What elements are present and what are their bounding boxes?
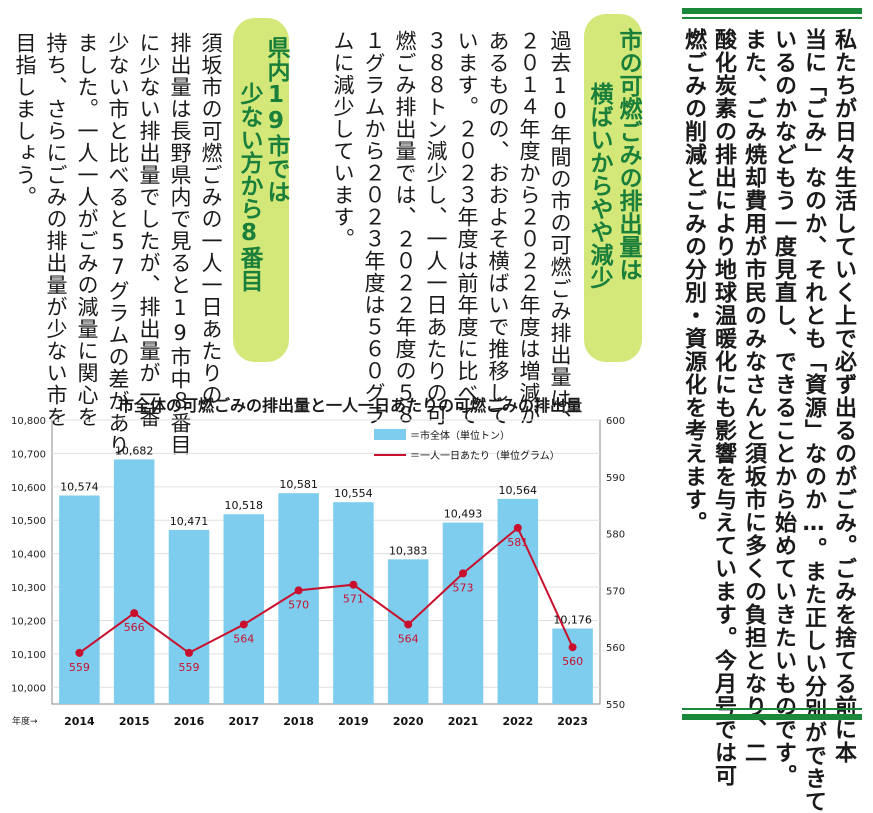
right-tick-label: 580: [606, 530, 625, 541]
section2-heading: 県内19市では 少ない方から8番目: [233, 18, 289, 362]
line-value-label: 559: [179, 661, 200, 674]
line-value-label: 560: [562, 655, 583, 668]
section2-body: 須坂市の可燃ごみの一人一日あたりの 排出量は長野県内で見ると19市中８番目 に少…: [13, 32, 223, 456]
line-point: [130, 609, 139, 618]
left-tick-label: 10,400: [11, 550, 46, 561]
right-tick-label: 570: [606, 586, 625, 597]
legend-line-label: ＝一人一日あたり（単位グラム）: [410, 449, 560, 462]
line-point: [294, 586, 303, 595]
section1-heading-line2: 横ばいからやや減少: [586, 82, 612, 289]
x-axis-label: 年度→: [12, 715, 38, 727]
chart-title: 市全体の可燃ごみの排出量と一人一日あたりの可燃ごみの排出量: [117, 396, 582, 415]
x-tick-label: 2023: [557, 715, 588, 728]
line-point: [404, 620, 413, 629]
line-value-label: 571: [343, 593, 364, 606]
x-tick-label: 2019: [338, 715, 369, 728]
bar: [59, 495, 100, 704]
left-tick-label: 10,600: [11, 483, 46, 494]
bar: [442, 522, 484, 704]
x-tick-label: 2020: [393, 715, 424, 728]
x-tick-label: 2014: [64, 715, 95, 728]
chart: 10,000 10,100 10,200 10,300 10,400 10,500 10,6…: [11, 416, 625, 728]
bar: [387, 559, 429, 704]
left-tick-label: 10,800: [11, 416, 46, 427]
legend-bar-swatch: [374, 429, 406, 440]
bar: [113, 459, 155, 704]
line-value-label: 564: [233, 632, 254, 645]
bar-value-label: 10,682: [115, 444, 154, 457]
intro-bottom-rule-thin: [682, 708, 862, 710]
section2-heading-line2: 少ない方から8番目: [236, 82, 262, 292]
intro-top-rule-thin: [682, 17, 862, 19]
right-tick-label: 590: [606, 473, 625, 484]
line-value-label: 570: [288, 598, 309, 611]
x-tick-label: 2017: [228, 715, 259, 728]
section1-heading-line1: 市の可燃ごみの排出量は: [615, 28, 641, 281]
bar: [333, 502, 374, 704]
bar: [168, 529, 210, 704]
legend-bar-label: ＝市全体（単位トン）: [410, 429, 510, 442]
intro-bottom-rule: [682, 714, 862, 720]
bar: [497, 498, 539, 704]
bar-value-label: 10,574: [60, 481, 99, 494]
bar-value-label: 10,581: [279, 478, 318, 491]
section1-heading: 市の可燃ごみの排出量は 横ばいからやや減少: [584, 14, 642, 362]
section2-heading-line1: 県内19市では: [263, 36, 289, 203]
x-tick-label: 2016: [174, 715, 205, 728]
intro-top-rule: [682, 8, 862, 14]
bar-value-label: 10,518: [225, 499, 264, 512]
right-tick-label: 550: [606, 700, 625, 711]
intro-text: 私たちが日々生活していく上で必ず出るのがごみ。ごみを捨てる前に本 当に「ごみ」な…: [681, 28, 856, 813]
line-series: [78, 526, 574, 655]
bar-value-label: 10,493: [444, 508, 483, 521]
line-value-label: 573: [453, 581, 474, 594]
bar: [223, 514, 265, 704]
x-tick-label: 2021: [448, 715, 479, 728]
line-point: [185, 648, 193, 657]
line-point: [349, 580, 358, 589]
line-point: [239, 620, 248, 629]
bar-value-label: 10,554: [334, 487, 373, 500]
left-tick-label: 10,300: [11, 583, 46, 594]
line-value-label: 566: [124, 621, 145, 634]
bar-value-label: 10,383: [389, 544, 428, 557]
line-value-label: 564: [398, 632, 419, 645]
section1-body: 過去10年間の市の可燃ごみ排出量は、 ２０１４年度から２０２２年度は増減が ある…: [331, 30, 572, 432]
intro-box: 私たちが日々生活していく上で必ず出るのがごみ。ごみを捨てる前に本 当に「ごみ」な…: [672, 0, 873, 813]
line-value-label: 559: [69, 661, 90, 674]
bar-value-label: 10,176: [553, 613, 592, 626]
line-value-label: 581: [507, 536, 528, 549]
right-tick-label: 560: [606, 643, 625, 654]
right-tick-label: 600: [606, 416, 625, 427]
line-point: [513, 523, 522, 532]
left-tick-label: 10,700: [11, 449, 46, 460]
left-tick-label: 10,200: [11, 616, 46, 627]
bar-value-label: 10,564: [499, 484, 538, 497]
left-tick-label: 10,500: [11, 516, 46, 527]
left-tick-label: 10,100: [11, 650, 46, 661]
bar: [552, 628, 593, 704]
x-tick-label: 2022: [502, 715, 533, 728]
line-point: [459, 569, 467, 578]
x-tick-label: 2015: [119, 715, 150, 728]
bar-value-label: 10,471: [170, 515, 209, 528]
line-point: [75, 648, 84, 657]
left-tick-label: 10,000: [11, 683, 46, 694]
x-tick-label: 2018: [283, 715, 314, 728]
line-point: [568, 643, 577, 652]
